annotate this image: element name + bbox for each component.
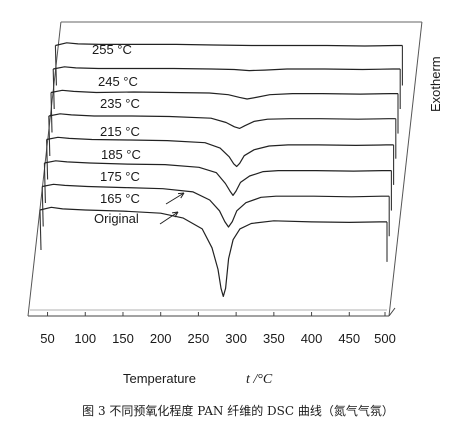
series-245-c — [53, 66, 401, 72]
x-tick-label-450: 450 — [338, 331, 360, 346]
x-tick-label-300: 300 — [225, 331, 247, 346]
frame-corner-edge — [388, 307, 396, 317]
dsc-chart: Original 165 °C 175 °C 185 °C 215 °C 235 °C 24… — [27, 21, 443, 387]
arrow-1 — [165, 192, 185, 205]
x-tick-label-150: 150 — [112, 331, 134, 346]
x-axis-title: Temperature — [123, 371, 196, 386]
label-original: Original — [94, 211, 139, 226]
curve-left-drop-original — [39, 209, 42, 251]
label-245-c: 245 °C — [98, 74, 138, 89]
x-tick-label-350: 350 — [263, 331, 285, 346]
label-185-c: 185 °C — [101, 147, 141, 162]
label-235-c: 235 °C — [100, 96, 140, 111]
series-original — [39, 206, 387, 297]
x-axis-unit: t /°C — [246, 372, 273, 387]
series-165-c — [42, 183, 390, 228]
label-165-c: 165 °C — [100, 191, 140, 206]
curve-left-drop-255-c — [54, 45, 57, 86]
series-185-c — [46, 136, 394, 168]
curve-left-drop-215-c — [48, 115, 51, 157]
frame-right-edge — [388, 21, 423, 317]
curve-arrows — [159, 192, 185, 225]
y-axis-title: Exotherm — [428, 56, 443, 112]
arrow-0 — [159, 211, 179, 225]
series-215-c — [48, 113, 396, 129]
curve-left-drop-175-c — [43, 162, 46, 204]
x-tick-label-400: 400 — [301, 331, 323, 346]
arrow-head-1 — [177, 192, 185, 199]
series-175-c — [44, 160, 392, 196]
arrow-head-0 — [171, 211, 179, 218]
chart-frame — [27, 21, 423, 317]
label-255-c: 255 °C — [92, 42, 132, 57]
dsc-curves — [39, 42, 403, 297]
x-tick-label-50: 50 — [40, 331, 54, 346]
curve-left-drop-165-c — [41, 186, 44, 227]
curve-labels: Original 165 °C 175 °C 185 °C 215 °C 235 °C 24… — [92, 42, 141, 226]
label-175-c: 175 °C — [100, 169, 140, 184]
curve-left-drop-245-c — [52, 68, 55, 110]
x-tick-label-200: 200 — [150, 331, 172, 346]
x-axis-ticks: 50 100 150 200 250 300 350 400 450 500 — [40, 312, 396, 346]
series-235-c — [50, 89, 398, 100]
x-tick-label-250: 250 — [188, 331, 210, 346]
series-255-c — [55, 42, 403, 47]
x-tick-label-500: 500 — [374, 331, 396, 346]
curve-left-drop-185-c — [46, 139, 49, 180]
label-215-c: 215 °C — [100, 124, 140, 139]
x-tick-label-100: 100 — [74, 331, 96, 346]
figure-caption: 图 3 不同预氧化程度 PAN 纤维的 DSC 曲线（氮气气氛） — [82, 404, 394, 418]
curve-left-drop-235-c — [50, 92, 53, 133]
